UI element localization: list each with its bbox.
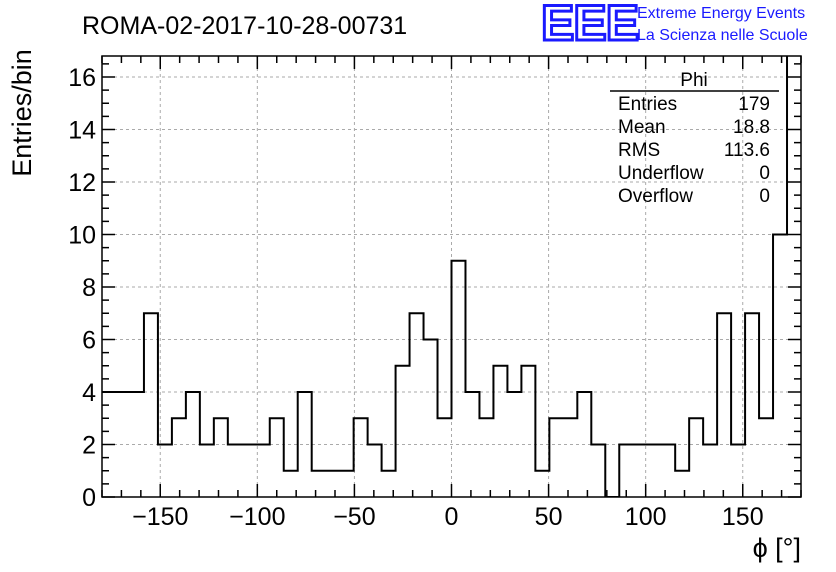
y-tick-label-2: 4 (82, 379, 96, 407)
histogram-bars (102, 56, 789, 497)
stats-box: Phi Entries 179 Mean 18.8 RMS 113.6 Underflow 0… (610, 70, 779, 207)
y-tick-label-5: 10 (68, 222, 96, 250)
y-tick-label-6: 12 (68, 169, 96, 197)
x-tick-label-4: 50 (535, 503, 563, 531)
stat-label-1: Mean (618, 117, 666, 138)
grid-lines (102, 56, 801, 497)
x-tick-label-2: −50 (333, 503, 375, 531)
y-tick-label-1: 2 (82, 432, 96, 460)
y-tick-label-3: 6 (82, 327, 96, 355)
stat-value-4: 0 (759, 186, 770, 207)
stats-rows: Entries 179 Mean 18.8 RMS 113.6 Underflow 0 Over… (618, 94, 770, 207)
y-tick-label-7: 14 (68, 117, 96, 145)
eee-logo-mark: EEE (541, 0, 638, 51)
logo-line-2: La Scienza nelle Scuole (637, 27, 808, 44)
stat-label-4: Overflow (618, 186, 693, 207)
chart-title: ROMA-02-2017-10-28-00731 (82, 12, 407, 40)
axis-ticks: −150 −100 −50 0 50 100 150 0 2 4 6 8 10 12 14 16 (68, 56, 802, 531)
stat-value-1: 18.8 (733, 117, 770, 138)
y-axis-title: Entries/bin (7, 49, 37, 177)
stats-name: Phi (680, 70, 707, 91)
x-axis-title: ϕ [°] (753, 533, 801, 563)
histogram-line (102, 56, 789, 497)
stat-label-2: RMS (618, 140, 660, 161)
stat-label-3: Underflow (618, 163, 704, 184)
eee-logo: EEE Extreme Energy Events La Scienza nel… (540, 0, 808, 53)
y-tick-label-4: 8 (82, 274, 96, 302)
stat-label-0: Entries (618, 94, 677, 115)
y-tick-label-8: 16 (68, 64, 96, 92)
x-tick-label-0: −150 (132, 503, 188, 531)
stat-value-3: 0 (759, 163, 770, 184)
stat-value-0: 179 (738, 94, 770, 115)
x-tick-label-3: 0 (445, 503, 459, 531)
x-tick-label-6: 150 (722, 503, 764, 531)
x-tick-label-5: 100 (625, 503, 667, 531)
y-tick-label-0: 0 (82, 484, 96, 512)
logo-line-1: Extreme Energy Events (637, 5, 805, 22)
stat-value-2: 113.6 (724, 140, 770, 161)
x-tick-label-1: −100 (229, 503, 285, 531)
